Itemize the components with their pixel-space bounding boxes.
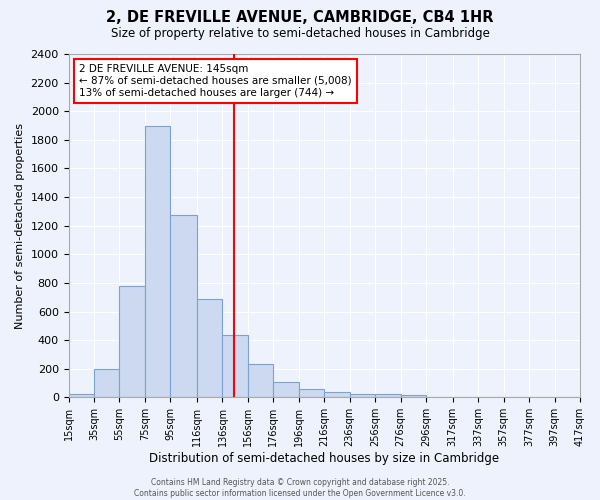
Bar	[94, 368, 119, 398]
Bar	[248, 364, 274, 398]
Text: Contains HM Land Registry data © Crown copyright and database right 2025.
Contai: Contains HM Land Registry data © Crown c…	[134, 478, 466, 498]
Bar	[350, 394, 375, 398]
Bar	[170, 215, 197, 398]
Text: Size of property relative to semi-detached houses in Cambridge: Size of property relative to semi-detach…	[110, 28, 490, 40]
Bar	[197, 298, 223, 398]
Bar	[145, 126, 170, 398]
Bar	[324, 392, 350, 398]
Text: 2, DE FREVILLE AVENUE, CAMBRIDGE, CB4 1HR: 2, DE FREVILLE AVENUE, CAMBRIDGE, CB4 1H…	[106, 10, 494, 25]
X-axis label: Distribution of semi-detached houses by size in Cambridge: Distribution of semi-detached houses by …	[149, 452, 499, 465]
Bar	[223, 335, 248, 398]
Bar	[274, 382, 299, 398]
Bar	[375, 394, 401, 398]
Bar	[299, 389, 324, 398]
Text: 2 DE FREVILLE AVENUE: 145sqm
← 87% of semi-detached houses are smaller (5,008)
1: 2 DE FREVILLE AVENUE: 145sqm ← 87% of se…	[79, 64, 352, 98]
Bar	[68, 394, 94, 398]
Bar	[401, 395, 426, 398]
Bar	[119, 286, 145, 398]
Y-axis label: Number of semi-detached properties: Number of semi-detached properties	[15, 122, 25, 328]
